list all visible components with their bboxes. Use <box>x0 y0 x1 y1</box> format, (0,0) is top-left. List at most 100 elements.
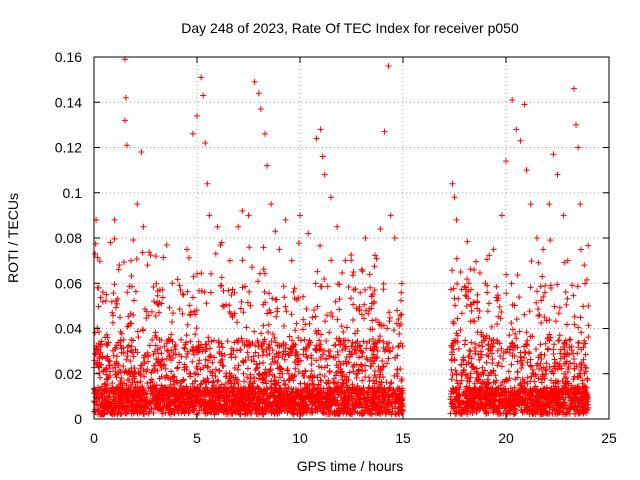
data-point <box>399 343 406 350</box>
data-point <box>295 334 302 341</box>
data-point <box>216 348 223 355</box>
data-point <box>346 369 353 376</box>
data-point <box>276 409 283 416</box>
data-point <box>115 266 122 273</box>
data-point <box>294 352 301 359</box>
data-point <box>455 345 462 352</box>
data-point <box>226 302 233 309</box>
data-point <box>97 374 104 381</box>
data-point <box>537 283 544 290</box>
data-point <box>313 135 320 142</box>
data-point <box>463 303 470 310</box>
data-point <box>218 274 225 281</box>
data-point <box>535 312 542 319</box>
data-point <box>245 212 252 219</box>
data-point <box>339 269 346 276</box>
y-tick-label: 0.16 <box>55 49 82 65</box>
data-point <box>159 410 166 417</box>
data-point <box>115 339 122 346</box>
data-point <box>240 370 247 377</box>
data-point <box>538 319 545 326</box>
data-point <box>324 312 331 319</box>
data-point <box>384 343 391 350</box>
data-point <box>340 329 347 336</box>
data-point <box>316 346 323 353</box>
data-point <box>102 381 109 388</box>
data-point <box>556 337 563 344</box>
data-point <box>153 397 160 404</box>
data-point <box>181 407 188 414</box>
data-point <box>104 342 111 349</box>
data-point <box>387 408 394 415</box>
data-point <box>216 367 223 374</box>
data-point <box>326 352 333 359</box>
data-point <box>323 337 330 344</box>
data-point <box>152 253 159 260</box>
data-point <box>313 357 320 364</box>
data-point <box>334 280 341 287</box>
data-point <box>467 266 474 273</box>
data-point <box>467 374 474 381</box>
data-point <box>135 334 142 341</box>
data-point <box>292 365 299 372</box>
data-point <box>154 299 161 306</box>
data-point <box>191 407 198 414</box>
data-point <box>116 261 123 268</box>
data-point <box>186 302 193 309</box>
y-tick-label: 0.02 <box>55 366 82 382</box>
data-point <box>244 374 251 381</box>
data-point <box>321 171 328 178</box>
data-point <box>371 287 378 294</box>
data-point <box>573 121 580 128</box>
data-point <box>168 331 175 338</box>
data-point <box>372 252 379 259</box>
data-point <box>151 348 158 355</box>
data-point <box>546 201 553 208</box>
data-point <box>118 375 125 382</box>
data-point <box>98 338 105 345</box>
data-point <box>266 350 273 357</box>
data-point <box>277 374 284 381</box>
data-point <box>318 364 325 371</box>
data-point <box>165 390 172 397</box>
data-point <box>464 238 471 245</box>
data-point <box>326 369 333 376</box>
data-point <box>123 368 130 375</box>
data-point <box>266 290 273 297</box>
data-point <box>106 394 113 401</box>
data-point <box>153 280 160 287</box>
data-point <box>447 410 454 417</box>
data-point <box>566 336 573 343</box>
data-point <box>148 376 155 383</box>
data-point <box>141 358 148 365</box>
data-point <box>537 341 544 348</box>
data-point <box>192 331 199 338</box>
data-point <box>462 337 469 344</box>
data-point <box>356 402 363 409</box>
data-point <box>215 400 222 407</box>
data-point <box>272 296 279 303</box>
data-point <box>578 246 585 253</box>
data-point <box>118 330 125 337</box>
data-point <box>476 269 483 276</box>
data-point <box>224 338 231 345</box>
data-point <box>121 117 128 124</box>
data-point <box>204 375 211 382</box>
data-point <box>325 377 332 384</box>
data-point <box>255 375 262 382</box>
data-point <box>205 334 212 341</box>
y-axis-label: ROTI / TECUs <box>5 193 21 283</box>
data-point <box>358 311 365 318</box>
data-point <box>134 328 141 335</box>
data-point <box>394 307 401 314</box>
data-point <box>527 362 534 369</box>
data-point <box>354 338 361 345</box>
data-point <box>137 365 144 372</box>
data-point <box>228 291 235 298</box>
data-point <box>168 368 175 375</box>
data-point <box>167 411 174 418</box>
data-point <box>338 369 345 376</box>
data-point <box>321 276 328 283</box>
x-tick-label: 20 <box>498 430 514 446</box>
data-point <box>265 393 272 400</box>
